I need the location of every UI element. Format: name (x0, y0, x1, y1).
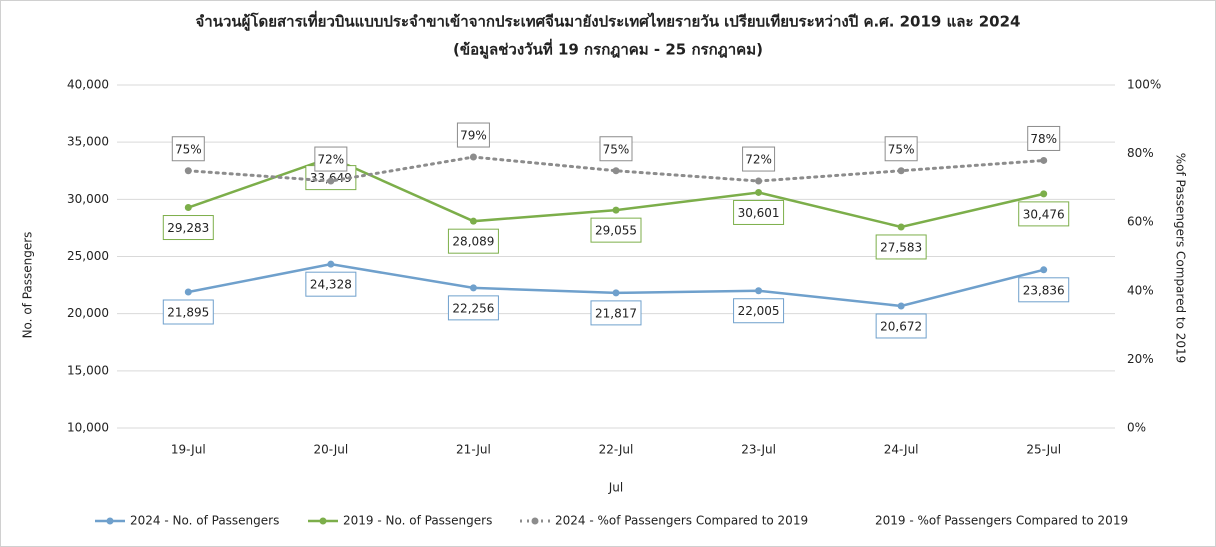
chart-subtitle: (ข้อมูลช่วงวันที่ 19 กรกฎาคม - 25 กรกฎาค… (453, 39, 763, 60)
data-label: 22,256 (452, 301, 494, 315)
legend-label: 2024 - %of Passengers Compared to 2019 (555, 514, 808, 528)
data-label-box (733, 199, 785, 225)
series-point (469, 153, 477, 161)
data-label: 29,055 (595, 224, 637, 238)
y-tick-label: 15,000 (67, 363, 109, 377)
data-label-box (314, 146, 348, 172)
series-point (897, 223, 905, 231)
x-axis-label: Jul (608, 481, 623, 495)
data-label-box (162, 215, 214, 241)
data-label: 23,836 (1023, 283, 1065, 297)
y-tick-label: 10,000 (67, 421, 109, 435)
y2-tick-label: 60% (1127, 215, 1154, 229)
series-point (469, 217, 477, 225)
series-point (184, 204, 192, 212)
data-label: 75% (888, 142, 915, 156)
y-tick-label: 30,000 (67, 192, 109, 206)
data-label: 24,328 (310, 278, 352, 292)
data-label: 72% (745, 153, 772, 167)
x-tick-label: 25-Jul (1026, 443, 1061, 457)
y2-tick-label: 80% (1127, 146, 1154, 160)
data-label: 21,817 (595, 306, 637, 320)
data-label-box (733, 298, 785, 324)
data-label-box (590, 217, 642, 243)
y2-tick-label: 20% (1127, 352, 1154, 366)
series-point (1040, 190, 1048, 198)
x-tick-label: 20-Jul (313, 443, 348, 457)
series-point (469, 284, 477, 292)
x-tick-label: 19-Jul (171, 443, 206, 457)
data-label-box (447, 295, 499, 321)
data-label: 20,672 (880, 319, 922, 333)
data-label: 27,583 (880, 240, 922, 254)
data-label: 75% (175, 142, 202, 156)
data-label: 78% (1030, 132, 1057, 146)
data-label-box (305, 271, 357, 297)
data-label-box (599, 136, 633, 162)
data-label-box (1018, 201, 1070, 227)
series-point (897, 302, 905, 310)
data-label-box (590, 300, 642, 326)
data-label: 28,089 (452, 235, 494, 249)
y-tick-label: 35,000 (67, 135, 109, 149)
y2-axis-label: %of Passengers Compared to 2019 (1174, 153, 1188, 364)
series-point (612, 289, 620, 297)
y2-tick-label: 0% (1127, 421, 1146, 435)
data-label-box (1027, 125, 1061, 151)
legend-label: 2019 - No. of Passengers (343, 514, 492, 528)
series-point (612, 206, 620, 214)
legend-marker (106, 517, 114, 525)
data-label: 30,601 (738, 206, 780, 220)
x-tick-label: 21-Jul (456, 443, 491, 457)
series-point (327, 177, 335, 185)
legend-label: 2019 - %of Passengers Compared to 2019 (875, 514, 1128, 528)
data-label-box (447, 228, 499, 254)
legend-marker (531, 517, 539, 525)
y-tick-label: 25,000 (67, 249, 109, 263)
data-label-box (875, 313, 927, 339)
series-point (755, 177, 763, 185)
data-label-box (162, 299, 214, 325)
x-tick-label: 22-Jul (599, 443, 634, 457)
data-label-box (1018, 277, 1070, 303)
data-label: 22,005 (738, 304, 780, 318)
series-point (1040, 156, 1048, 164)
data-label: 29,283 (167, 221, 209, 235)
data-label-box (875, 234, 927, 260)
x-tick-label: 24-Jul (884, 443, 919, 457)
legend-marker (319, 517, 327, 525)
data-label-box (171, 136, 205, 162)
series-point (755, 287, 763, 295)
y-tick-label: 20,000 (67, 306, 109, 320)
x-tick-label: 23-Jul (741, 443, 776, 457)
y-axis-label: No. of Passengers (21, 232, 35, 339)
y-tick-label: 40,000 (67, 78, 109, 92)
chart-title: จำนวนผู้โดยสารเที่ยวบินแบบประจำขาเข้าจาก… (196, 11, 1021, 32)
data-label: 79% (460, 129, 487, 143)
data-label: 21,895 (167, 306, 209, 320)
series-point (755, 188, 763, 196)
series-point (327, 260, 335, 268)
y2-tick-label: 40% (1127, 283, 1154, 297)
series-point (897, 167, 905, 175)
y2-tick-label: 100% (1127, 78, 1161, 92)
series-point (1040, 266, 1048, 274)
data-label: 72% (318, 153, 345, 167)
data-label-box (884, 136, 918, 162)
legend-label: 2024 - No. of Passengers (130, 514, 279, 528)
series-point (612, 167, 620, 175)
data-label-box (742, 146, 776, 172)
series-point (184, 167, 192, 175)
data-label-box (456, 122, 490, 148)
series-point (184, 288, 192, 296)
data-label: 75% (603, 142, 630, 156)
data-label: 30,476 (1023, 207, 1065, 221)
